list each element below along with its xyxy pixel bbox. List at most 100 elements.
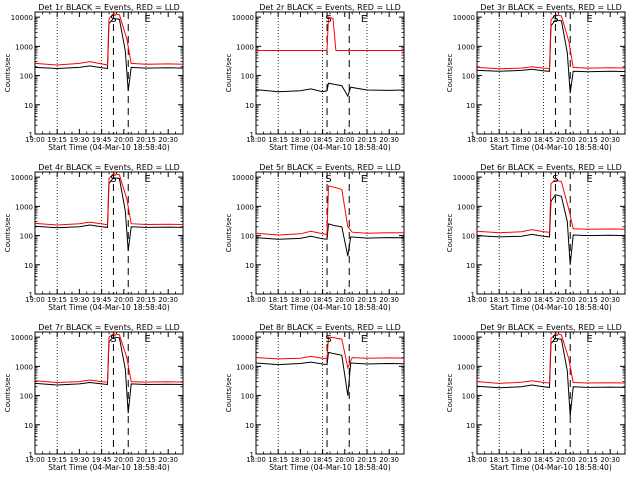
end-marker: E	[586, 14, 592, 25]
detector-panel: Det 8r BLACK = Events, RED = LLD 1 10 100 10…	[225, 323, 405, 472]
y-tick-label: 10000	[232, 174, 254, 182]
panel-title: Det 8r BLACK = Events, RED = LLD	[259, 323, 401, 332]
y-tick-label: 1	[471, 451, 475, 459]
x-tick-label: 18:45	[534, 456, 554, 464]
events-series-line	[255, 82, 405, 98]
y-tick-label: 100	[462, 393, 475, 401]
y-tick-label: 100	[241, 393, 254, 401]
x-tick-label: 18:45	[534, 136, 554, 144]
start-marker: S	[552, 174, 558, 185]
end-marker: E	[144, 14, 150, 25]
panel-title: Det 2r BLACK = Events, RED = LLD	[259, 3, 401, 12]
x-tick-label: 20:30	[600, 456, 620, 464]
y-axis-label: Counts/sec	[446, 374, 454, 413]
y-axis-label: Counts/sec	[225, 374, 233, 413]
x-axis-label: Start Time (04-Mar-10 18:58:40)	[48, 463, 170, 472]
x-tick-label: 18:15	[268, 136, 288, 144]
y-tick-label: 1	[29, 451, 33, 459]
x-tick-label: 18:30	[512, 136, 532, 144]
events-series-line	[34, 336, 184, 414]
lld-series-line	[255, 336, 405, 370]
lld-series-line	[255, 185, 405, 236]
x-tick-label: 18:15	[268, 456, 288, 464]
start-marker: S	[325, 174, 331, 185]
x-tick-label: 18:00	[246, 456, 266, 464]
x-tick-label: 19:30	[70, 456, 90, 464]
x-tick-label: 19:00	[25, 456, 45, 464]
x-tick-label: 19:15	[47, 136, 67, 144]
x-tick-label: 20:15	[136, 136, 156, 144]
start-marker: S	[552, 334, 558, 345]
end-marker: E	[586, 334, 592, 345]
x-tick-label: 20:00	[114, 296, 134, 304]
events-series-line	[476, 19, 626, 94]
detector-panel: Det 1r BLACK = Events, RED = LLD 1 10 100 10…	[4, 3, 184, 152]
y-axis-label: Counts/sec	[4, 54, 12, 93]
events-series-line	[34, 177, 184, 251]
y-axis-label: Counts/sec	[225, 54, 233, 93]
x-tick-label: 20:00	[556, 296, 576, 304]
events-series-line	[34, 17, 184, 91]
detector-panel: Det 3r BLACK = Events, RED = LLD 1 10 100 10…	[446, 3, 626, 152]
x-tick-label: 18:45	[313, 136, 333, 144]
panel-title: Det 4r BLACK = Events, RED = LLD	[38, 163, 180, 172]
y-tick-label: 1000	[457, 43, 475, 51]
y-tick-label: 100	[462, 233, 475, 241]
x-tick-label: 20:15	[578, 136, 598, 144]
y-tick-label: 10	[245, 102, 254, 110]
x-axis-label: Start Time (04-Mar-10 18:58:40)	[490, 303, 612, 312]
x-tick-label: 18:15	[489, 456, 509, 464]
lld-series-line	[476, 179, 626, 234]
x-tick-label: 18:00	[467, 456, 487, 464]
detector-panel: Det 9r BLACK = Events, RED = LLD 1 10 100 10…	[446, 323, 626, 472]
start-marker: S	[110, 334, 116, 345]
y-tick-label: 1	[471, 131, 475, 139]
x-axis-label: Start Time (04-Mar-10 18:58:40)	[48, 143, 170, 152]
lld-series-line	[476, 333, 626, 384]
x-tick-label: 20:00	[114, 136, 134, 144]
y-tick-label: 1	[250, 291, 254, 299]
detector-panel: Det 7r BLACK = Events, RED = LLD 1 10 100 10…	[4, 323, 184, 472]
y-axis-label: Counts/sec	[446, 214, 454, 253]
panel-title: Det 9r BLACK = Events, RED = LLD	[480, 323, 622, 332]
y-tick-label: 10	[466, 422, 475, 430]
y-tick-label: 1000	[15, 363, 33, 371]
lld-series-line	[476, 14, 626, 70]
x-tick-label: 18:00	[467, 136, 487, 144]
y-tick-label: 10	[245, 422, 254, 430]
x-tick-label: 19:45	[92, 456, 112, 464]
x-tick-label: 20:00	[114, 456, 134, 464]
start-marker: S	[110, 174, 116, 185]
end-marker: E	[144, 334, 150, 345]
y-tick-label: 1000	[236, 203, 254, 211]
y-tick-label: 1000	[236, 363, 254, 371]
x-tick-label: 18:45	[313, 456, 333, 464]
x-axis-label: Start Time (04-Mar-10 18:58:40)	[269, 303, 391, 312]
x-tick-label: 18:30	[291, 296, 311, 304]
x-tick-label: 20:30	[379, 136, 399, 144]
y-tick-label: 1000	[236, 43, 254, 51]
y-tick-label: 10	[466, 262, 475, 270]
x-tick-label: 19:45	[92, 136, 112, 144]
lld-series-line	[34, 173, 184, 226]
x-tick-label: 20:00	[556, 136, 576, 144]
x-tick-label: 18:30	[291, 456, 311, 464]
detector-panel: Det 4r BLACK = Events, RED = LLD 1 10 100 10…	[4, 163, 184, 312]
x-tick-label: 18:30	[512, 296, 532, 304]
y-axis-label: Counts/sec	[225, 214, 233, 253]
x-tick-label: 20:30	[158, 456, 178, 464]
start-marker: S	[325, 14, 331, 25]
x-tick-label: 18:15	[268, 296, 288, 304]
x-tick-label: 20:30	[379, 456, 399, 464]
start-marker: S	[325, 334, 331, 345]
end-marker: E	[586, 174, 592, 185]
x-tick-label: 19:45	[92, 296, 112, 304]
x-tick-label: 19:30	[70, 296, 90, 304]
y-tick-label: 10	[24, 422, 33, 430]
x-tick-label: 20:00	[335, 456, 355, 464]
y-tick-label: 10	[24, 262, 33, 270]
y-tick-label: 1	[250, 131, 254, 139]
x-tick-label: 20:30	[379, 296, 399, 304]
y-axis-label: Counts/sec	[446, 54, 454, 93]
